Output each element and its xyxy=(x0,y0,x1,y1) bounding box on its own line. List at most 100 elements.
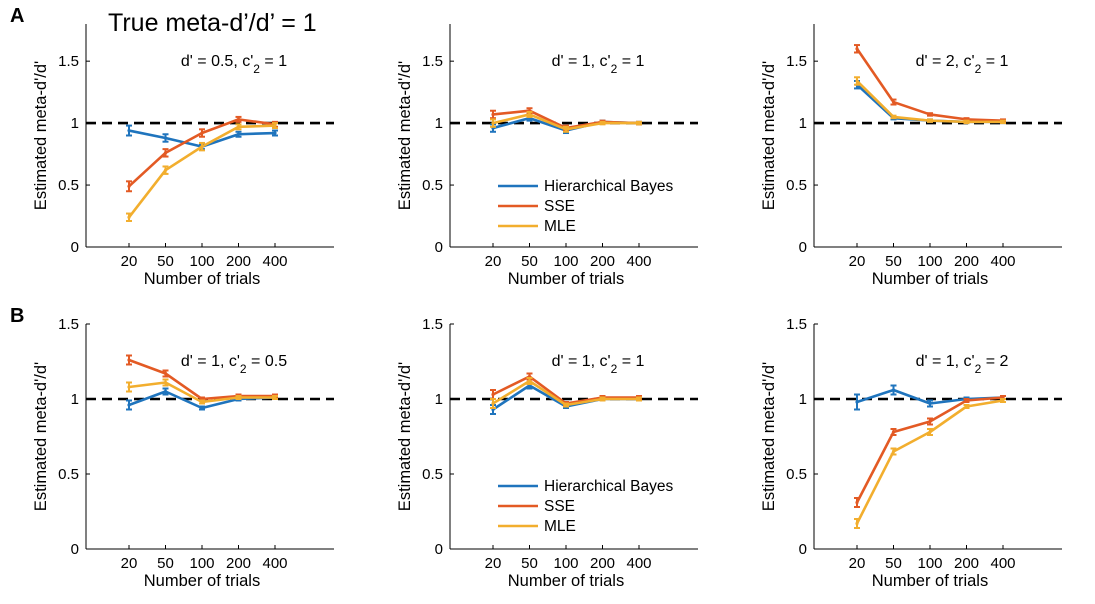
legend: Hierarchical Bayes SSE MLE xyxy=(498,178,673,235)
y-axis-label: Estimated meta-d'/d' xyxy=(32,61,50,210)
data-point xyxy=(127,358,131,362)
x-axis-label: Number of trials xyxy=(872,270,988,288)
y-tick-label: 1 xyxy=(71,115,79,132)
series-hierarchical-bayes xyxy=(854,384,1006,411)
data-point xyxy=(273,395,277,400)
x-tick-label: 50 xyxy=(885,555,902,572)
data-point xyxy=(236,395,241,400)
data-point xyxy=(855,47,859,51)
x-tick-label: 100 xyxy=(553,253,578,270)
data-point xyxy=(127,385,131,389)
x-tick-label: 200 xyxy=(590,253,615,270)
y-tick-label: 1.5 xyxy=(786,316,807,333)
series-mle xyxy=(490,110,642,133)
legend-entry: MLE xyxy=(544,218,576,235)
data-point xyxy=(127,215,131,219)
data-point xyxy=(928,401,932,406)
series-mle xyxy=(490,377,642,409)
y-tick-label: 0.5 xyxy=(422,466,443,483)
series-mle xyxy=(854,76,1006,125)
y-axis-label: Estimated meta-d'/d' xyxy=(396,362,414,511)
data-point xyxy=(491,401,495,406)
data-point xyxy=(964,398,969,403)
data-point xyxy=(891,115,896,119)
y-tick-label: 0 xyxy=(435,541,443,558)
data-point xyxy=(964,120,969,124)
data-point xyxy=(564,127,568,131)
y-tick-label: 1.5 xyxy=(58,316,79,333)
data-point xyxy=(273,123,277,128)
series-sse xyxy=(854,395,1006,508)
y-tick-label: 0 xyxy=(71,541,79,558)
data-point xyxy=(200,145,204,149)
panel-annotation: d' = 1, c'2 = 1 xyxy=(552,53,645,76)
y-axis-label: Estimated meta-d'/d' xyxy=(760,362,778,511)
series-mle xyxy=(126,378,278,405)
data-point xyxy=(491,112,495,117)
y-tick-label: 1 xyxy=(799,115,807,132)
legend-entry: Hierarchical Bayes xyxy=(544,178,673,195)
y-tick-label: 0.5 xyxy=(786,466,807,483)
series-sse xyxy=(490,372,642,406)
x-tick-label: 100 xyxy=(917,253,942,270)
panel-annotation: d' = 1, c'2 = 2 xyxy=(916,353,1009,376)
y-tick-label: 0.5 xyxy=(422,177,443,194)
data-point xyxy=(1001,120,1005,124)
x-tick-label: 200 xyxy=(226,555,251,572)
legend-entry: Hierarchical Bayes xyxy=(544,478,673,495)
x-tick-label: 200 xyxy=(226,253,251,270)
x-tick-label: 20 xyxy=(849,555,866,572)
y-tick-label: 1 xyxy=(435,391,443,408)
x-tick-label: 100 xyxy=(189,253,214,270)
data-point xyxy=(855,521,859,526)
data-point xyxy=(564,403,568,407)
series-sse xyxy=(126,115,278,193)
x-axis-label: Number of trials xyxy=(508,572,624,590)
data-point xyxy=(527,379,532,383)
x-tick-label: 200 xyxy=(590,555,615,572)
data-point xyxy=(163,136,168,140)
x-tick-label: 20 xyxy=(485,555,502,572)
y-tick-label: 1.5 xyxy=(58,53,79,70)
x-tick-label: 20 xyxy=(485,253,502,270)
data-point xyxy=(127,128,131,133)
data-point xyxy=(163,168,168,172)
data-point xyxy=(236,117,241,121)
data-point xyxy=(527,112,532,117)
y-tick-label: 1 xyxy=(799,391,807,408)
x-tick-label: 50 xyxy=(157,253,174,270)
series-line xyxy=(855,396,1004,504)
data-point xyxy=(855,400,859,404)
x-tick-label: 20 xyxy=(121,253,138,270)
data-point xyxy=(163,151,168,155)
legend: Hierarchical Bayes SSE MLE xyxy=(498,478,673,535)
y-tick-label: 0 xyxy=(799,541,807,558)
data-point xyxy=(600,121,605,125)
panel-annotation: d' = 1, c'2 = 0.5 xyxy=(181,353,287,376)
y-tick-label: 0.5 xyxy=(58,466,79,483)
data-point xyxy=(891,449,896,454)
x-tick-label: 200 xyxy=(954,555,979,572)
legend-entry: SSE xyxy=(544,498,575,515)
y-tick-label: 0 xyxy=(435,239,443,256)
y-tick-label: 1 xyxy=(71,391,79,408)
data-point xyxy=(491,121,495,125)
data-point xyxy=(273,131,277,135)
x-tick-label: 100 xyxy=(189,555,214,572)
panel-annotation: d' = 1, c'2 = 1 xyxy=(552,353,645,376)
x-tick-label: 100 xyxy=(553,555,578,572)
data-point xyxy=(200,406,204,410)
row-label-a: A xyxy=(10,5,24,27)
x-tick-label: 200 xyxy=(954,253,979,270)
x-tick-label: 100 xyxy=(917,555,942,572)
x-axis-label: Number of trials xyxy=(508,270,624,288)
data-point xyxy=(491,392,495,397)
data-point xyxy=(928,430,932,434)
data-point xyxy=(236,132,241,136)
y-axis-label: Estimated meta-d'/d' xyxy=(396,61,414,210)
y-tick-label: 1 xyxy=(435,115,443,132)
x-tick-label: 400 xyxy=(262,253,287,270)
